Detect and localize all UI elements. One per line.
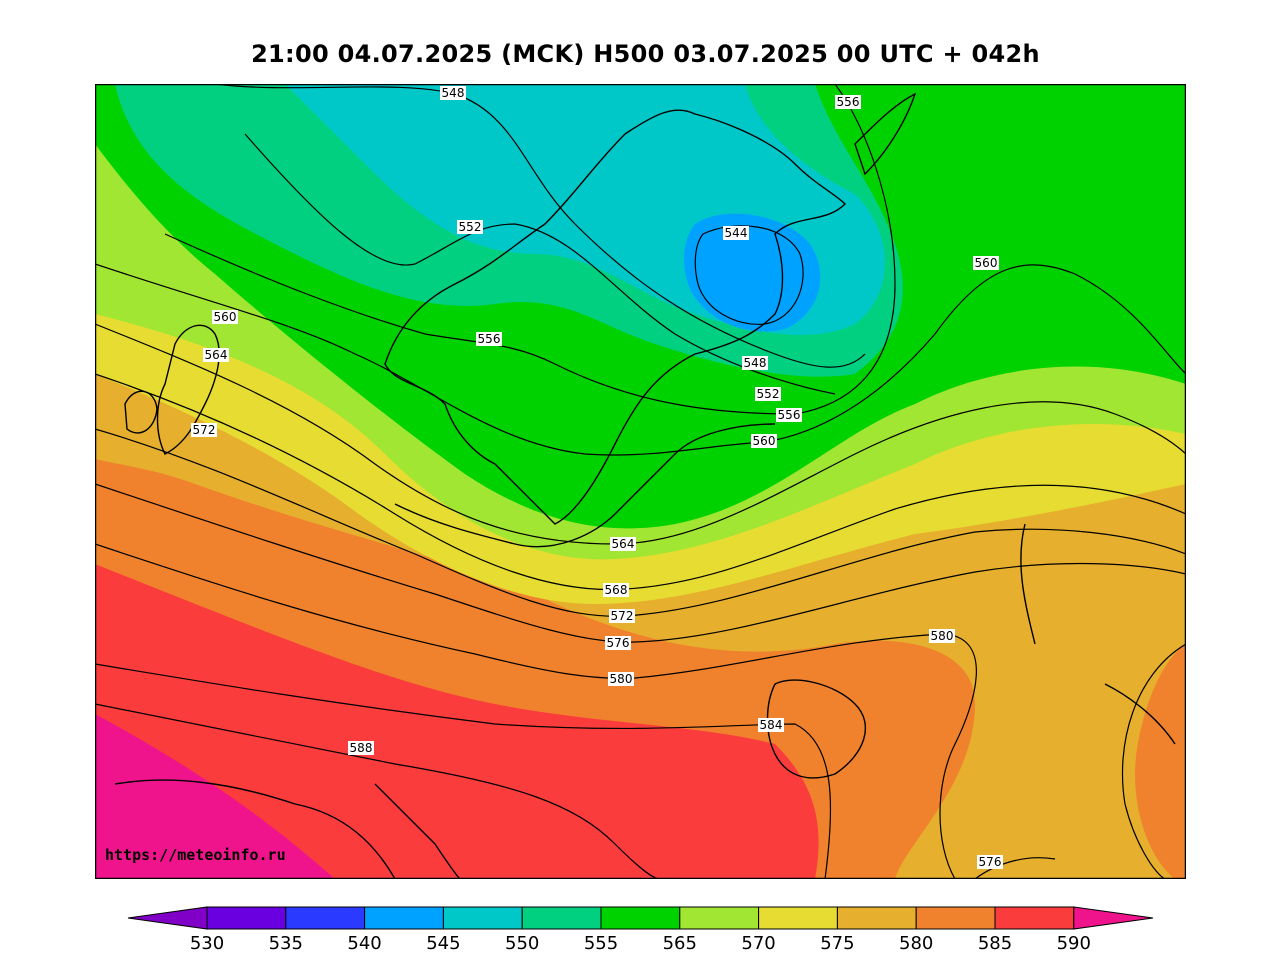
- contour-label: 560: [751, 434, 777, 448]
- contour-label: 548: [440, 86, 466, 100]
- contour-label: 580: [608, 672, 634, 686]
- contour-label: 580: [929, 629, 955, 643]
- contour-label: 552: [457, 220, 483, 234]
- contour-label: 584: [758, 718, 784, 732]
- svg-text:584: 584: [760, 718, 783, 732]
- contour-580: [95, 543, 977, 879]
- scandinavia-coast: [384, 109, 846, 525]
- contour-label: 556: [476, 332, 502, 346]
- svg-text:556: 556: [478, 332, 501, 346]
- svg-text:564: 564: [205, 348, 228, 362]
- map-frame: [95, 84, 1186, 879]
- colorbar-swatch: [364, 906, 444, 930]
- svg-text:548: 548: [442, 86, 465, 100]
- colorbar-swatch: [285, 906, 366, 930]
- contour-576: [95, 483, 1186, 643]
- svg-text:580: 580: [931, 629, 954, 643]
- svg-text:588: 588: [350, 741, 373, 755]
- contour-576-east: [1121, 643, 1186, 879]
- contour-588: [95, 703, 661, 879]
- contour-label: 572: [191, 423, 217, 437]
- svg-text:556: 556: [837, 95, 860, 109]
- colorbar-tick-label: 535: [269, 933, 303, 954]
- contour-556: [164, 84, 896, 415]
- colorbar-tick-label: 550: [505, 933, 539, 954]
- colorbar-swatch: [600, 906, 681, 930]
- italy-coast: [374, 783, 461, 879]
- colorbar-swatch: [836, 906, 917, 930]
- svg-text:560: 560: [214, 310, 237, 324]
- contour-labels: 548 556 552 544 560 564 556 548 552 556 …: [191, 86, 1003, 869]
- contour-label: 556: [776, 408, 802, 422]
- colorbar: 530 535 540 545 550 555 565 570 575 580 585 590: [127, 906, 1154, 954]
- colorbar-swatch: [206, 906, 287, 930]
- contour-576-se: [974, 857, 1056, 879]
- colorbar-swatch: [915, 906, 996, 930]
- colorbar-tick-label: 590: [1057, 933, 1091, 954]
- british-isles-coast: [156, 324, 220, 455]
- colorbar-tick-label: 575: [820, 933, 854, 954]
- baltic-coast: [394, 423, 776, 548]
- contour-label: 588: [348, 741, 374, 755]
- ireland-coast: [124, 390, 158, 434]
- svg-text:568: 568: [605, 583, 628, 597]
- contour-label: 564: [610, 537, 636, 551]
- map-title: 21:00 04.07.2025 (MCK) H500 03.07.2025 0…: [251, 40, 1040, 68]
- contour-label: 572: [609, 609, 635, 623]
- svg-text:576: 576: [607, 636, 630, 650]
- colorbar-tick-label: 540: [347, 933, 381, 954]
- svg-text:556: 556: [778, 408, 801, 422]
- contour-548: [214, 84, 866, 368]
- contour-560: [95, 263, 1186, 456]
- colorbar-tick-label: 555: [584, 933, 618, 954]
- svg-text:572: 572: [611, 609, 634, 623]
- colorbar-tick-label: 565: [663, 933, 697, 954]
- black-sea-coast: [766, 679, 866, 779]
- colorbar-arrow-low: [127, 906, 208, 930]
- source-watermark: https://meteoinfo.ru: [105, 846, 286, 864]
- svg-text:548: 548: [744, 356, 767, 370]
- svg-text:552: 552: [757, 387, 780, 401]
- svg-text:560: 560: [975, 256, 998, 270]
- colorbar-swatch: [679, 906, 760, 930]
- contour-label: 552: [755, 387, 781, 401]
- contour-label: 576: [977, 855, 1003, 869]
- svg-text:576: 576: [979, 855, 1002, 869]
- contour-label: 544: [723, 226, 749, 240]
- caspian-coast: [1104, 683, 1176, 745]
- novaya-zemlya-coast: [854, 92, 917, 176]
- mediterranean-coast: [114, 779, 396, 879]
- contour-544: [694, 225, 804, 325]
- contour-label: 564: [203, 348, 229, 362]
- contour-label: 560: [973, 256, 999, 270]
- colorbar-swatch: [994, 906, 1075, 930]
- contour-564: [95, 323, 1186, 545]
- svg-text:580: 580: [610, 672, 633, 686]
- colorbar-swatch: [521, 906, 602, 930]
- geopotential-height-map: 548 556 552 544 560 564 556 548 552 556 …: [95, 84, 1186, 879]
- svg-text:552: 552: [459, 220, 482, 234]
- colorbar-tick-label: 580: [899, 933, 933, 954]
- colorbar-swatch: [442, 906, 523, 930]
- colorbar-tick-label: 545: [426, 933, 460, 954]
- contour-label: 548: [742, 356, 768, 370]
- colorbar-tick-label: 585: [978, 933, 1012, 954]
- contour-584: [95, 663, 832, 879]
- coastlines: [114, 92, 1176, 879]
- svg-text:572: 572: [193, 423, 216, 437]
- contour-label: 556: [835, 95, 861, 109]
- colorbar-arrow-high: [1073, 906, 1154, 930]
- colorbar-tick-label: 530: [190, 933, 224, 954]
- contour-label: 568: [603, 583, 629, 597]
- contour-label: 576: [605, 636, 631, 650]
- contour-label: 560: [212, 310, 238, 324]
- colorbar-swatch: [758, 906, 838, 930]
- urals-river: [1020, 523, 1036, 645]
- contour-552: [244, 133, 836, 395]
- colorbar-tick-label: 570: [741, 933, 775, 954]
- svg-text:544: 544: [725, 226, 748, 240]
- svg-text:560: 560: [753, 434, 776, 448]
- band-535-540: [683, 213, 821, 332]
- svg-text:564: 564: [612, 537, 635, 551]
